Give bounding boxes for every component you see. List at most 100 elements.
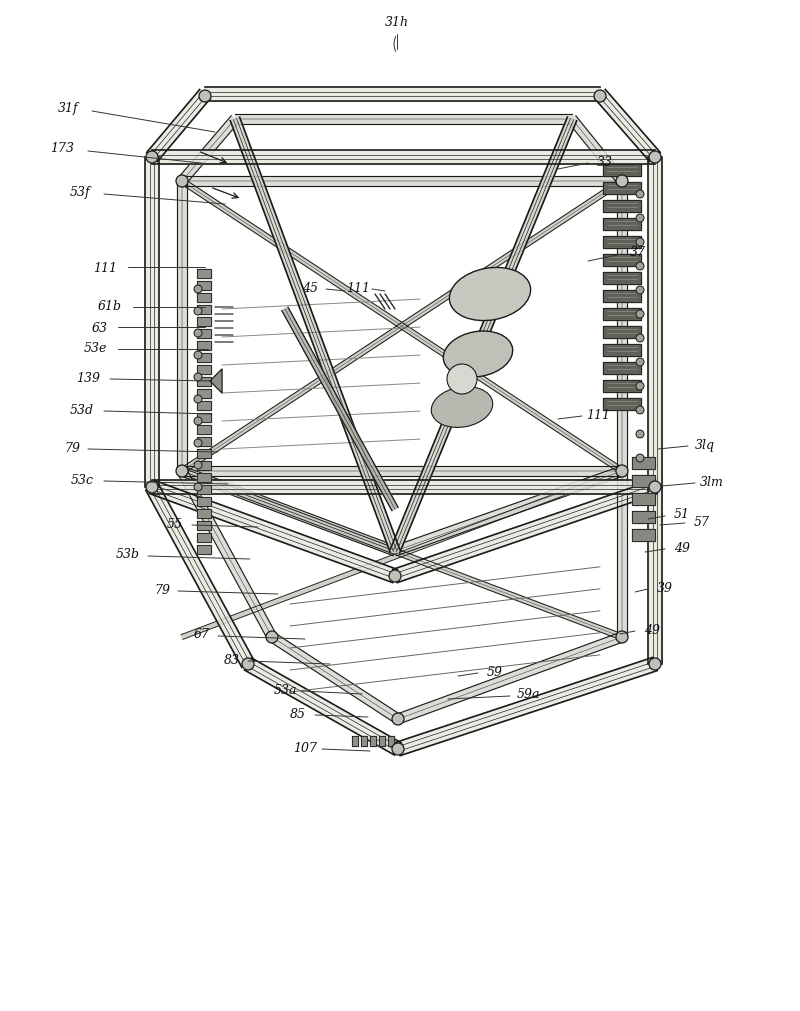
Polygon shape — [197, 473, 211, 482]
Circle shape — [636, 382, 644, 390]
Polygon shape — [145, 158, 159, 487]
Text: 33: 33 — [597, 156, 613, 169]
Polygon shape — [180, 179, 624, 474]
Text: 53b: 53b — [116, 548, 140, 561]
Polygon shape — [197, 438, 211, 447]
Polygon shape — [205, 88, 600, 102]
Circle shape — [636, 335, 644, 343]
Polygon shape — [603, 363, 641, 375]
Text: 31f: 31f — [58, 101, 78, 114]
Text: 63: 63 — [92, 321, 108, 335]
Circle shape — [194, 462, 202, 469]
Polygon shape — [603, 165, 641, 177]
Polygon shape — [180, 179, 624, 474]
Polygon shape — [603, 255, 641, 267]
Polygon shape — [197, 546, 211, 554]
Circle shape — [649, 658, 661, 670]
Polygon shape — [197, 510, 211, 519]
Circle shape — [649, 481, 661, 493]
Polygon shape — [270, 633, 401, 724]
Polygon shape — [146, 484, 254, 667]
Text: 107: 107 — [293, 741, 317, 754]
Circle shape — [194, 395, 202, 403]
Text: 111: 111 — [586, 408, 610, 422]
Text: 49: 49 — [674, 541, 690, 554]
Text: 45: 45 — [302, 281, 318, 294]
Polygon shape — [197, 401, 211, 410]
Ellipse shape — [431, 387, 493, 428]
Circle shape — [194, 483, 202, 491]
Text: 53c: 53c — [70, 473, 94, 486]
Circle shape — [636, 239, 644, 247]
Polygon shape — [197, 305, 211, 314]
Text: 57: 57 — [694, 515, 710, 528]
Polygon shape — [197, 485, 211, 494]
Polygon shape — [390, 118, 577, 553]
Text: 39: 39 — [657, 581, 673, 593]
Polygon shape — [197, 354, 211, 363]
Circle shape — [242, 658, 254, 670]
Text: 53e: 53e — [83, 341, 106, 354]
Polygon shape — [182, 177, 622, 187]
Circle shape — [176, 465, 188, 477]
Polygon shape — [388, 736, 394, 746]
Text: 3lm: 3lm — [700, 475, 724, 488]
Ellipse shape — [443, 332, 513, 377]
Polygon shape — [379, 736, 385, 746]
Polygon shape — [603, 291, 641, 302]
Circle shape — [266, 632, 278, 643]
Polygon shape — [197, 294, 211, 302]
Circle shape — [194, 418, 202, 426]
Polygon shape — [197, 413, 211, 423]
Polygon shape — [603, 380, 641, 392]
Text: 111: 111 — [346, 281, 370, 294]
Polygon shape — [152, 151, 655, 165]
Text: 37: 37 — [630, 246, 646, 258]
Circle shape — [194, 307, 202, 315]
Circle shape — [447, 365, 477, 394]
Polygon shape — [617, 471, 627, 637]
Circle shape — [636, 431, 644, 439]
Polygon shape — [603, 345, 641, 357]
Circle shape — [616, 632, 628, 643]
Text: 51: 51 — [674, 508, 690, 521]
Circle shape — [176, 176, 188, 188]
Polygon shape — [648, 487, 662, 664]
Polygon shape — [197, 270, 211, 279]
Circle shape — [194, 440, 202, 448]
Text: 3lq: 3lq — [695, 438, 715, 451]
Polygon shape — [181, 469, 623, 640]
Polygon shape — [178, 116, 239, 185]
Polygon shape — [648, 158, 662, 487]
Polygon shape — [182, 466, 622, 476]
Polygon shape — [603, 273, 641, 285]
Circle shape — [636, 406, 644, 415]
Circle shape — [194, 374, 202, 381]
Polygon shape — [617, 182, 627, 471]
Polygon shape — [181, 469, 623, 640]
Polygon shape — [150, 481, 398, 583]
Circle shape — [636, 359, 644, 367]
Text: 53a: 53a — [274, 682, 297, 696]
Circle shape — [146, 152, 158, 164]
Polygon shape — [197, 522, 211, 531]
Text: 67: 67 — [194, 628, 210, 641]
Polygon shape — [393, 481, 658, 583]
Polygon shape — [370, 736, 376, 746]
Text: 85: 85 — [290, 707, 306, 720]
Polygon shape — [197, 378, 211, 386]
Text: 49: 49 — [644, 623, 660, 636]
Circle shape — [616, 465, 628, 477]
Polygon shape — [177, 182, 187, 471]
Polygon shape — [568, 116, 626, 185]
Circle shape — [636, 263, 644, 271]
Polygon shape — [210, 370, 222, 393]
Polygon shape — [245, 658, 402, 755]
Polygon shape — [603, 237, 641, 249]
Polygon shape — [197, 317, 211, 327]
Polygon shape — [282, 308, 398, 512]
Ellipse shape — [450, 268, 530, 321]
Polygon shape — [394, 467, 624, 556]
Circle shape — [392, 743, 404, 755]
Polygon shape — [603, 398, 641, 410]
